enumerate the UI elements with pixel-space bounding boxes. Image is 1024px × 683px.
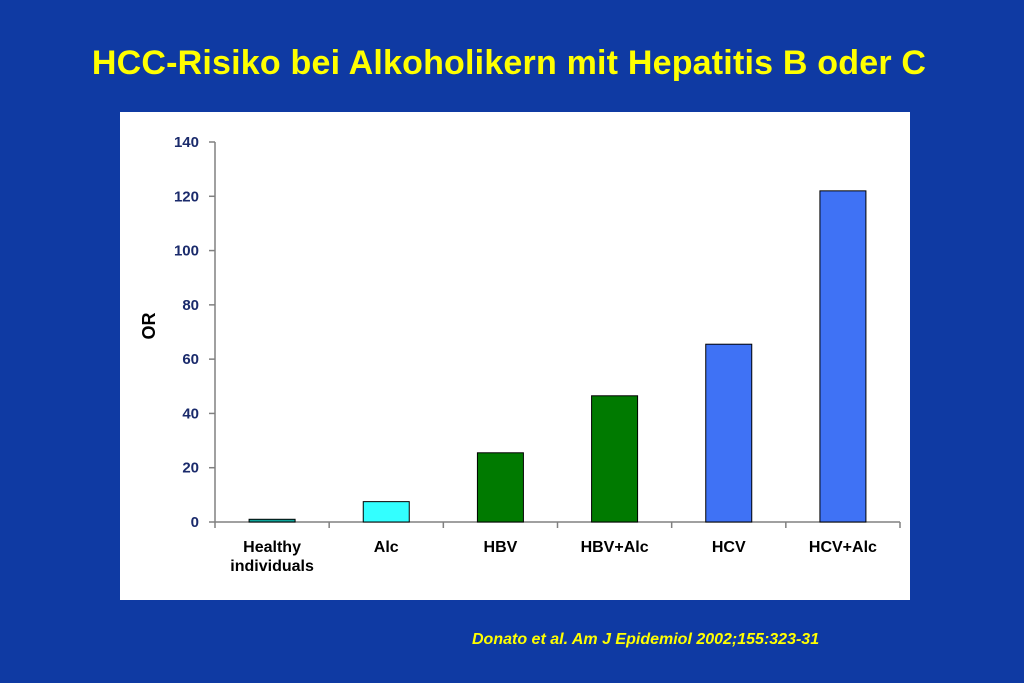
x-category-label: HBV xyxy=(484,539,518,556)
y-tick-label: 20 xyxy=(182,460,199,477)
y-tick-label: 100 xyxy=(174,243,199,260)
bar-hcv-alc xyxy=(819,190,867,523)
bar-hcv xyxy=(705,343,753,523)
bar-hbv-alc xyxy=(591,395,639,523)
y-tick-label: 40 xyxy=(182,405,199,422)
x-category-label: HCV xyxy=(712,539,746,556)
bar-healthy-individuals xyxy=(248,518,296,523)
y-tick-label: 120 xyxy=(174,188,199,205)
y-axis-label: OR xyxy=(139,312,159,339)
slide-title: HCC-Risiko bei Alkoholikern mit Hepatiti… xyxy=(91,44,927,82)
x-category-label: Alc xyxy=(374,539,399,556)
bar-alc xyxy=(362,501,410,523)
y-tick-label: 140 xyxy=(174,134,199,151)
y-tick-label: 80 xyxy=(182,297,199,314)
chart-panel: 0 20 40 60 80 100 120 140 Healthy individuals Alc H… xyxy=(120,112,910,600)
x-category-label: HBV+Alc xyxy=(581,539,649,556)
y-tick-label: 0 xyxy=(191,514,199,531)
x-category-label: Healthy individuals xyxy=(230,539,314,575)
bar-hbv xyxy=(476,452,524,523)
citation: Donato et al. Am J Epidemiol 2002;155:32… xyxy=(472,631,820,648)
y-tick-label: 60 xyxy=(182,351,199,368)
x-category-label: HCV+Alc xyxy=(809,539,877,556)
bar-chart: 0 20 40 60 80 100 120 140 Healthy individuals Alc H… xyxy=(139,134,901,575)
